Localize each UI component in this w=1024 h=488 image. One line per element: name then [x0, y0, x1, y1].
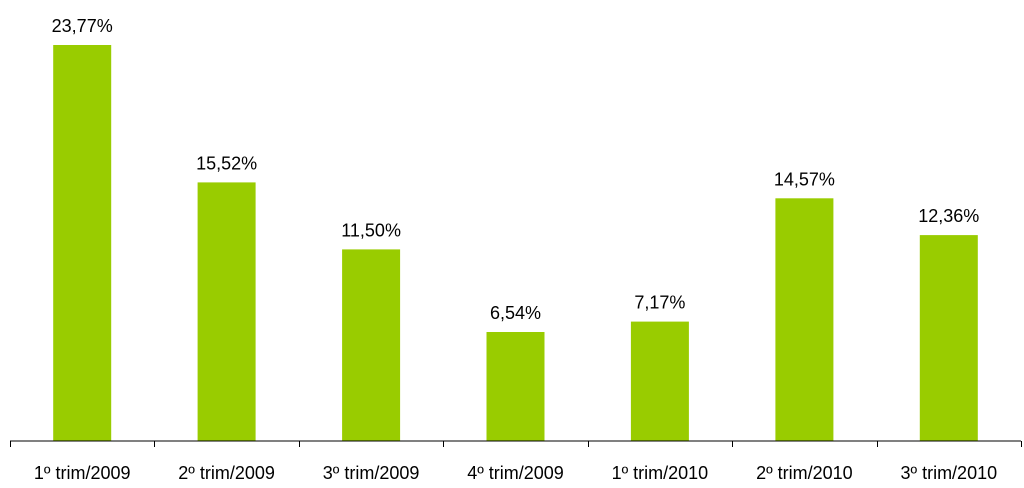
x-tick-label: 3º trim/2009 — [323, 463, 420, 483]
bar — [342, 249, 401, 441]
data-label: 7,17% — [634, 293, 685, 313]
x-tick-label: 1º trim/2010 — [612, 463, 709, 483]
data-label: 15,52% — [196, 153, 257, 173]
bars-layer — [53, 45, 978, 441]
x-tick-label: 3º trim/2010 — [900, 463, 997, 483]
x-tick-label: 4º trim/2009 — [467, 463, 564, 483]
data-label: 11,50% — [341, 220, 401, 240]
bar — [53, 45, 112, 441]
x-tick-label: 2º trim/2009 — [178, 463, 275, 483]
bar — [630, 321, 689, 441]
bar — [775, 198, 834, 441]
data-labels-layer: 23,77% 15,52% 11,50% 6,54% 7,17% 14,57% 12,36% — [52, 16, 980, 323]
data-label: 14,57% — [774, 169, 835, 189]
bar — [197, 182, 256, 441]
x-tick-label: 2º trim/2010 — [756, 463, 853, 483]
x-tick-label: 1º trim/2009 — [34, 463, 131, 483]
data-label: 12,36% — [918, 206, 979, 226]
bar — [919, 235, 978, 441]
data-label: 6,54% — [490, 303, 541, 323]
x-tick-labels: 1º trim/2009 2º trim/2009 3º trim/2009 4º t… — [10, 441, 1022, 483]
data-label: 23,77% — [52, 16, 113, 36]
bar — [486, 332, 545, 441]
